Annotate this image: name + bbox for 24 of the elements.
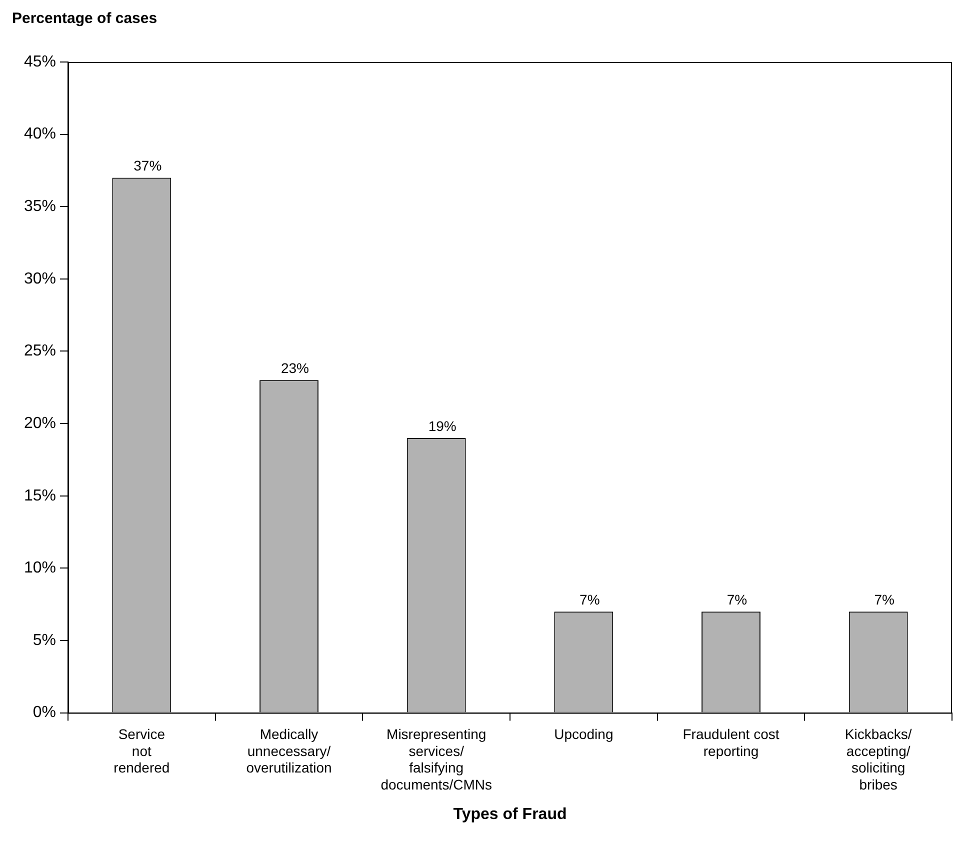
y-tick-label: 40% [24,126,56,143]
data-label: 7% [580,591,600,608]
x-tick-label: Upcoding [554,726,614,742]
y-axis-title: Percentage of cases [12,10,158,27]
x-tick-label: Misrepresenting services/ falsifying documents/CMNs [380,726,492,792]
y-tick-label: 10% [24,560,56,577]
x-tick-label: Kickbacks/ accepting/ soliciting bribes [844,726,912,792]
data-label: 19% [428,418,456,434]
y-tick-label: 35% [24,198,56,216]
data-label: 7% [874,591,894,608]
data-label: 7% [726,591,748,608]
x-axis-title: Types of Fraud [452,806,568,824]
x-tick-label: Service not rendered [114,726,170,776]
y-tick-label: 30% [24,270,56,288]
y-tick-label: 0% [32,704,56,722]
x-tick-label: Fraudulent cost reporting [682,726,780,759]
data-label: 23% [280,360,310,376]
y-tick-label: 5% [32,632,56,649]
y-tick-label: 45% [24,53,56,70]
y-tick-label: 20% [24,414,56,432]
y-tick-label: 15% [24,487,56,504]
y-tick-label: 25% [24,342,56,360]
data-label: 37% [134,158,162,174]
x-tick-label: Medically unnecessary/ overutilization [246,726,332,776]
